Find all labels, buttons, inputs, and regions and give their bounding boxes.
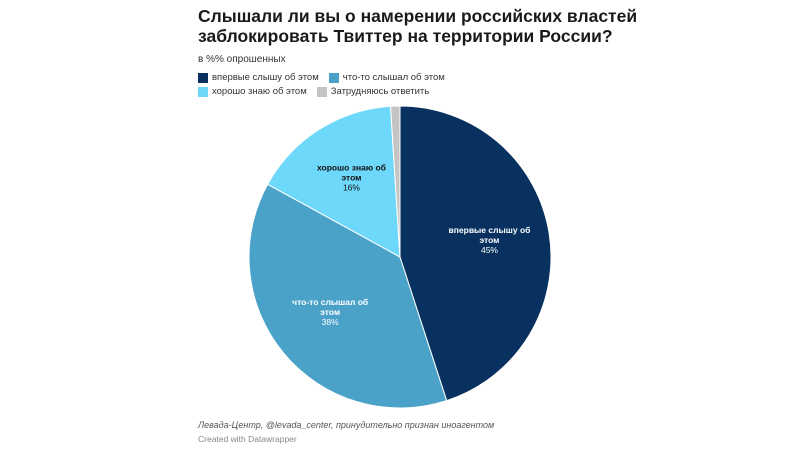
legend-label: хорошо знаю об этом <box>212 86 307 97</box>
slice-value: 38% <box>322 317 339 327</box>
pie-slice <box>266 105 401 258</box>
legend-label: впервые слышу об этом <box>212 72 319 83</box>
slice-label: хорошо знаю об этом 16% <box>317 163 386 193</box>
slice-label: впервые слышу об этом 45% <box>449 225 531 255</box>
legend-item: впервые слышу об этом <box>198 72 319 83</box>
legend-swatch <box>316 86 327 97</box>
legend-item: Затрудняюсь ответить <box>316 86 430 97</box>
slice-name: хорошо знаю об <box>317 163 386 173</box>
chart-subtitle: в %% опрошенных <box>198 54 286 65</box>
slice-name: этом <box>320 307 340 317</box>
slice-name: этом <box>341 173 361 183</box>
pie-slice <box>399 105 552 402</box>
legend-label: что-то слышал об этом <box>342 72 445 83</box>
slice-value: 16% <box>343 183 360 193</box>
slice-value: 45% <box>481 245 498 255</box>
chart-title: Слышали ли вы о намерении российских вла… <box>198 6 638 46</box>
legend-item: что-то слышал об этом <box>328 72 445 83</box>
slice-name: впервые слышу об <box>449 225 531 235</box>
legend-swatch <box>198 86 208 97</box>
legend: впервые слышу об этом что-то слышал об эт… <box>198 72 558 97</box>
credit-link[interactable]: Created with Datawrapper <box>198 434 297 444</box>
pie-slice <box>248 183 448 409</box>
legend-label: Затрудняюсь ответить <box>330 86 430 97</box>
source-note: Левада-Центр, @levada_center, принудител… <box>198 420 495 430</box>
legend-swatch <box>198 72 208 83</box>
legend-item: хорошо знаю об этом <box>198 86 307 97</box>
pie-slice <box>389 105 401 258</box>
slice-name: этом <box>479 235 499 245</box>
legend-swatch <box>328 72 339 83</box>
slice-label: что-то слышал об этом 38% <box>292 297 368 327</box>
slice-name: что-то слышал об <box>292 297 368 307</box>
chart-header: Слышали ли вы о намерении российских вла… <box>198 6 678 97</box>
footer: Левада-Центр, @levada_center, принудител… <box>198 420 494 444</box>
